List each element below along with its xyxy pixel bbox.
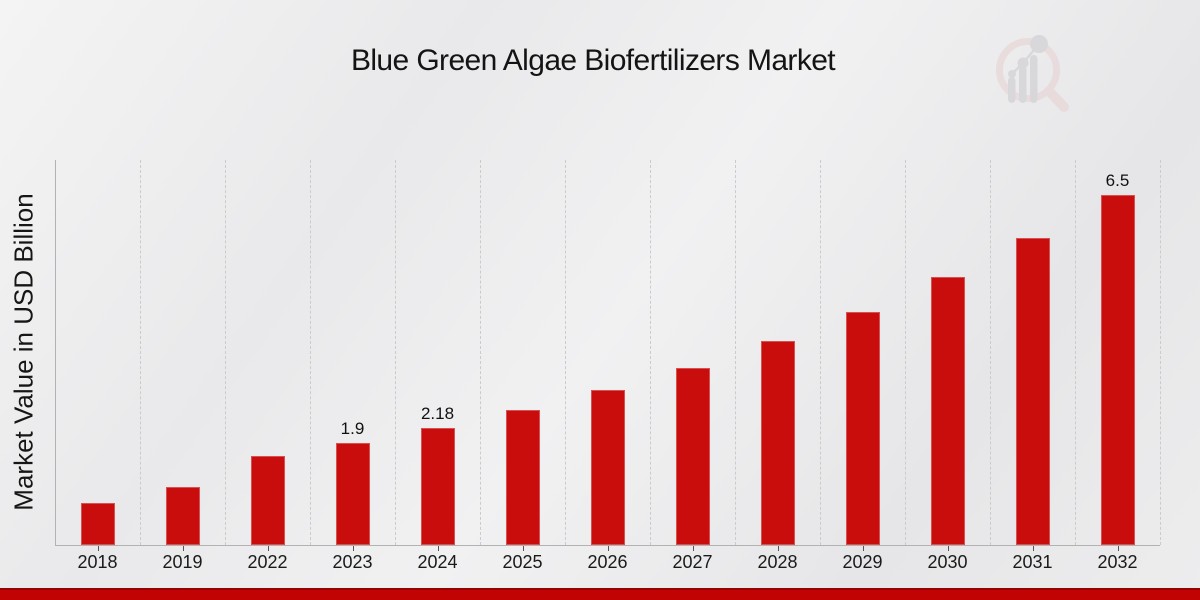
- gridline: [1160, 160, 1161, 545]
- x-tick-label-2023: 2023: [332, 552, 373, 572]
- gridline: [225, 160, 226, 545]
- bar-2028: [760, 341, 795, 545]
- bar-2025: [505, 410, 540, 545]
- x-tick: [182, 546, 184, 551]
- x-tick-label-2032: 2032: [1097, 552, 1138, 572]
- x-tick: [352, 546, 354, 551]
- logo-trend-dot-medium: [1017, 57, 1029, 69]
- x-axis-line: [55, 545, 1160, 546]
- x-tick-label-2018: 2018: [77, 552, 118, 572]
- x-tick-label-2027: 2027: [672, 552, 713, 572]
- bar-2027: [675, 368, 710, 545]
- bar-value-label-2023: 1.9: [340, 418, 365, 438]
- gridline: [480, 160, 481, 545]
- x-tick: [692, 546, 694, 551]
- bar-2023: [335, 442, 370, 545]
- chart-title: Blue Green Algae Biofertilizers Market: [350, 44, 836, 77]
- x-tick: [607, 546, 609, 551]
- x-tick-label-2030: 2030: [927, 552, 968, 572]
- gridline: [905, 160, 906, 545]
- gridline: [735, 160, 736, 545]
- x-tick-label-2022: 2022: [247, 552, 288, 572]
- y-axis-line: [55, 160, 56, 545]
- gridline: [565, 160, 566, 545]
- x-tick-label-2031: 2031: [1012, 552, 1053, 572]
- logo-trend-dot-small: [1008, 70, 1016, 78]
- gridline: [820, 160, 821, 545]
- magnifying-glass-bar-chart-watermark-icon: [996, 35, 1069, 112]
- x-tick: [267, 546, 269, 551]
- gridline: [650, 160, 651, 545]
- logo-trend-dot-large: [1030, 35, 1048, 53]
- x-tick: [97, 546, 99, 551]
- bar-2018: [80, 503, 115, 545]
- logo-bar-short: [1008, 77, 1016, 103]
- x-tick: [1117, 546, 1119, 551]
- gridline: [1075, 160, 1076, 545]
- footer-accent-bar: [0, 588, 1200, 600]
- gridline: [395, 160, 396, 545]
- logo-bar-medium: [1019, 66, 1027, 103]
- bar-2019: [165, 486, 200, 545]
- bar-2031: [1015, 238, 1050, 545]
- bar-2026: [590, 390, 625, 545]
- x-tick: [437, 546, 439, 551]
- bar-2022: [250, 456, 285, 545]
- bar-2029: [845, 311, 880, 545]
- x-tick: [947, 546, 949, 551]
- gridline: [990, 160, 991, 545]
- x-tick-label-2019: 2019: [162, 552, 203, 572]
- x-tick-label-2028: 2028: [757, 552, 798, 572]
- x-tick: [522, 546, 524, 551]
- magnifier-ring: [996, 38, 1060, 102]
- bar-2024: [420, 427, 455, 545]
- bar-2030: [930, 277, 965, 545]
- x-tick: [1032, 546, 1034, 551]
- x-tick: [862, 546, 864, 551]
- magnifier-handle: [1044, 86, 1069, 112]
- x-tick-label-2025: 2025: [502, 552, 543, 572]
- logo-bar-tall: [1030, 55, 1038, 103]
- x-tick-label-2024: 2024: [417, 552, 458, 572]
- bar-value-label-2032: 6.5: [1105, 171, 1130, 190]
- x-tick-label-2026: 2026: [587, 552, 628, 572]
- x-tick: [777, 546, 779, 551]
- bar-2032: [1100, 195, 1135, 545]
- bar-value-label-2024: 2.18: [420, 403, 455, 423]
- gridline: [140, 160, 141, 545]
- x-tick-label-2029: 2029: [842, 552, 883, 572]
- gridline: [310, 160, 311, 545]
